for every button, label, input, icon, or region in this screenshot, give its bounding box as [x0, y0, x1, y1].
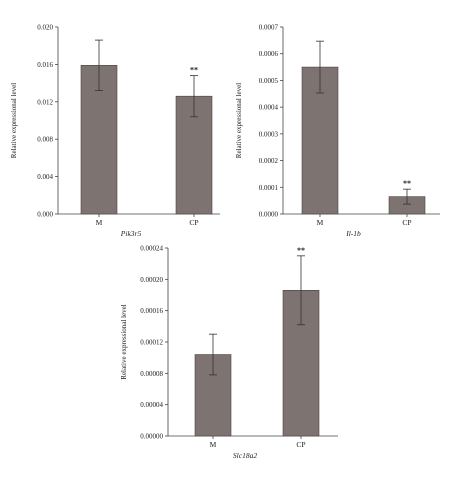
chart2-ytick-label: 0.0002 — [259, 157, 279, 165]
chart3-ytick-label: 0.00008 — [140, 370, 163, 378]
chart3-ytick-label: 0.00004 — [140, 401, 163, 409]
chart2-y-axis-label: Relative expressional level — [235, 83, 243, 158]
chart1-category-label-m: M — [96, 218, 103, 227]
chart1-ytick-label: 0.020 — [37, 24, 53, 32]
chart2-significance-cp: ** — [403, 179, 411, 188]
chart3-category-label-m: M — [210, 440, 217, 449]
chart3-ytick-label: 0.00016 — [140, 307, 163, 315]
chart3-category-label-cp: CP — [296, 440, 305, 449]
chart2-ytick-label: 0.0003 — [259, 130, 279, 138]
chart2-ytick-label: 0.0001 — [259, 184, 279, 192]
chart2-category-label-cp: CP — [402, 218, 411, 227]
chart2-category-label-m: M — [317, 218, 324, 227]
chart1-ytick-label: 0.000 — [37, 211, 53, 219]
chart2-ytick-label: 0.0007 — [259, 24, 279, 32]
chart1-ytick-label: 0.016 — [37, 61, 53, 69]
chart3-ytick-label: 0.00020 — [140, 276, 163, 284]
chart3-y-axis-label: Relative expressional level — [120, 304, 128, 379]
chart1-y-axis-label: Relative expressional level — [10, 83, 18, 158]
chart2-ytick-label: 0.0006 — [259, 50, 279, 58]
chart1-ytick-label: 0.008 — [37, 136, 53, 144]
chart3-ytick-label: 0.00012 — [140, 339, 163, 347]
chart1-ytick-label: 0.004 — [37, 173, 53, 181]
chart3-ytick-label: 0.00024 — [140, 245, 163, 253]
chart2-ytick-label: 0.0005 — [259, 77, 279, 85]
chart1-category-label-cp: CP — [189, 218, 198, 227]
chart3-x-axis-label: Slc18a2 — [233, 451, 257, 460]
chart2-ytick-label: 0.0000 — [259, 211, 279, 219]
chart1-ytick-label: 0.012 — [37, 98, 53, 106]
chart2-x-axis-label: Il-1b — [345, 229, 361, 238]
chart1-x-axis-label: Pik3r5 — [120, 229, 142, 238]
chart3-significance-cp: ** — [297, 246, 305, 255]
chart2-ytick-label: 0.0004 — [259, 104, 279, 112]
chart3-ytick-label: 0.00000 — [140, 433, 163, 441]
chart1-significance-cp: ** — [190, 66, 198, 75]
